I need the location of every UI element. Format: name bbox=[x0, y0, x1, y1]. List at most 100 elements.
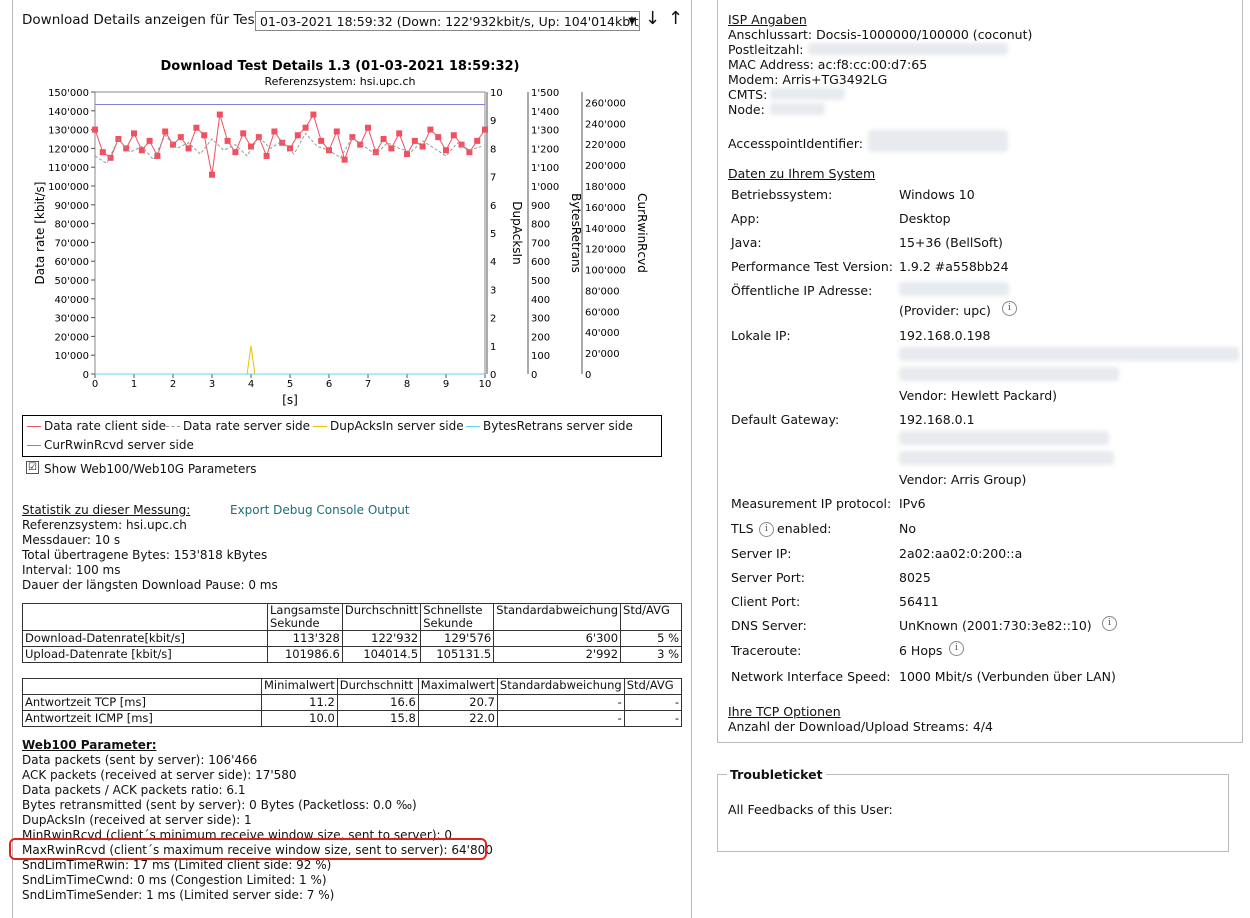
x-tick-label: 3 bbox=[209, 379, 215, 390]
x-tick-label: 1 bbox=[131, 379, 137, 390]
data-point bbox=[404, 151, 410, 158]
sort-down-icon[interactable]: ↓ bbox=[645, 8, 661, 29]
troubleticket-title: Troubleticket bbox=[727, 767, 826, 782]
system-row-value: 15+36 (BellSoft) bbox=[899, 235, 1003, 250]
info-icon[interactable]: i bbox=[1002, 301, 1017, 316]
web100-line: SndLimTimeCwnd: 0 ms (Congestion Limited… bbox=[22, 873, 327, 887]
tcp-title: Ihre TCP Optionen bbox=[728, 704, 841, 719]
system-row-value: IPv6 bbox=[899, 496, 926, 511]
web100-line: Bytes retransmitted (sent by server): 0 … bbox=[22, 798, 417, 812]
table-row: Download-Datenrate[kbit/s] 113'328 122'932… bbox=[22, 630, 682, 647]
secondary-tick-label: 1'100 bbox=[531, 163, 559, 174]
y-tick-label: 130'000 bbox=[48, 126, 89, 137]
legend-item-bytesretrans: BytesRetrans server side bbox=[466, 419, 633, 433]
data-point bbox=[349, 134, 356, 141]
y-tick-label: 40'000 bbox=[54, 295, 89, 306]
show-web100-label: Show Web100/Web10G Parameters bbox=[44, 462, 257, 476]
y-tick-label: 90'000 bbox=[54, 201, 89, 212]
system-row-label: Server Port: bbox=[731, 570, 805, 585]
y-tick-label: 70'000 bbox=[54, 238, 89, 249]
data-point bbox=[419, 143, 426, 150]
secondary-tick-label: 80'000 bbox=[585, 286, 620, 297]
secondary-tick-label: 900 bbox=[531, 201, 550, 212]
table-header-row: Langsamste Sekunde Durchschnitt Schnells… bbox=[22, 603, 682, 631]
data-point bbox=[365, 124, 371, 131]
chart-subtitle: Referenzsystem: hsi.upc.ch bbox=[264, 75, 415, 88]
system-row-label: DNS Server: bbox=[731, 618, 807, 633]
info-icon[interactable]: i bbox=[1102, 616, 1117, 631]
secondary-tick-label: 1'000 bbox=[531, 182, 559, 193]
info-icon[interactable]: i bbox=[759, 522, 774, 537]
data-point bbox=[372, 149, 379, 156]
redacted-field bbox=[899, 431, 1109, 445]
chevron-down-icon: ▼ bbox=[628, 16, 636, 27]
web100-line: Data packets / ACK packets ratio: 6.1 bbox=[22, 783, 246, 797]
secondary-tick-label: 9 bbox=[490, 116, 496, 127]
web100-line: Data packets (sent by server): 106'466 bbox=[22, 753, 258, 767]
system-row-value: (Provider: upc) bbox=[899, 303, 991, 318]
y-tick-label: 30'000 bbox=[54, 314, 89, 325]
secondary-tick-label: 300 bbox=[531, 314, 550, 325]
secondary-tick-label: 220'000 bbox=[585, 140, 626, 151]
legend-item-client: Data rate client side bbox=[27, 419, 166, 433]
y-tick-label: 50'000 bbox=[54, 276, 89, 287]
data-point bbox=[146, 137, 153, 144]
x-axis-label: [s] bbox=[282, 393, 298, 407]
table-row: Antwortzeit TCP [ms] 11.2 16.6 20.7- - bbox=[22, 694, 683, 711]
secondary-tick-label: 2 bbox=[490, 314, 496, 325]
system-row-label: Network Interface Speed: bbox=[731, 669, 891, 684]
data-point bbox=[482, 126, 488, 133]
system-row-value: Vendor: Hewlett Packard) bbox=[899, 388, 1058, 403]
system-row-label: Performance Test Version: bbox=[731, 259, 893, 274]
info-icon[interactable]: i bbox=[949, 641, 964, 656]
redacted-field bbox=[808, 43, 1008, 55]
secondary-tick-label: 500 bbox=[531, 276, 550, 287]
secondary-tick-label: 0 bbox=[585, 370, 591, 381]
system-row-value: 192.168.0.198 bbox=[899, 328, 991, 343]
legend-item-server: Data rate server side bbox=[166, 419, 310, 433]
data-point bbox=[107, 154, 114, 161]
stats-line: Dauer der längsten Download Pause: 0 ms bbox=[22, 578, 278, 592]
stats-line: Total übertragene Bytes: 153'818 kBytes bbox=[22, 548, 268, 562]
secondary-tick-label: 800 bbox=[531, 220, 550, 231]
isp-modem: Modem: Arris+TG3492LG bbox=[728, 72, 888, 87]
data-point bbox=[318, 137, 325, 144]
sort-up-icon[interactable]: ↑ bbox=[668, 8, 684, 29]
secondary-tick-label: 1 bbox=[490, 342, 496, 353]
secondary-tick-label: 240'000 bbox=[585, 119, 626, 130]
y-tick-label: 60'000 bbox=[54, 257, 89, 268]
system-row-value: No bbox=[899, 521, 916, 536]
secondary-tick-label: 180'000 bbox=[585, 182, 626, 193]
secondary-tick-label: 0 bbox=[490, 370, 496, 381]
x-tick-label: 2 bbox=[170, 379, 176, 390]
system-row-value: 1.9.2 #a558bb24 bbox=[899, 259, 1009, 274]
data-point bbox=[92, 126, 98, 133]
test-select-dropdown[interactable]: 01-03-2021 18:59:32 (Down: 122'932kbit/s… bbox=[255, 11, 640, 31]
redacted-field bbox=[899, 282, 1009, 296]
secondary-tick-label: 1'300 bbox=[531, 126, 559, 137]
data-point bbox=[248, 143, 254, 150]
system-row-value: Desktop bbox=[899, 211, 951, 226]
y-tick-label: 0 bbox=[83, 370, 89, 381]
data-point bbox=[435, 134, 442, 141]
data-point bbox=[177, 134, 184, 141]
system-row-label: Measurement IP protocol: bbox=[731, 496, 892, 511]
secondary-tick-label: 200 bbox=[531, 332, 550, 343]
y-tick-label: 80'000 bbox=[54, 220, 89, 231]
secondary-tick-label: 3 bbox=[490, 285, 496, 296]
data-point bbox=[279, 139, 286, 146]
y-tick-label: 20'000 bbox=[54, 332, 89, 343]
redacted-field bbox=[899, 347, 1239, 361]
y-tick-label: 120'000 bbox=[48, 144, 89, 155]
web100-line: SndLimTimeRwin: 17 ms (Limited client si… bbox=[22, 858, 332, 872]
system-row-label: Traceroute: bbox=[731, 643, 802, 658]
secondary-tick-label: 700 bbox=[531, 238, 550, 249]
export-debug-link[interactable]: Export Debug Console Output bbox=[230, 503, 410, 517]
data-point bbox=[263, 152, 270, 159]
redacted-field bbox=[899, 451, 1114, 465]
chart-title: Download Test Details 1.3 (01-03-2021 18… bbox=[161, 59, 520, 74]
system-row-label: Default Gateway: bbox=[731, 412, 840, 427]
web100-line: DupAcksIn (received at server side): 1 bbox=[22, 813, 252, 827]
show-web100-checkbox[interactable]: ☑ bbox=[26, 461, 39, 474]
isp-title: ISP Angaben bbox=[728, 12, 807, 27]
